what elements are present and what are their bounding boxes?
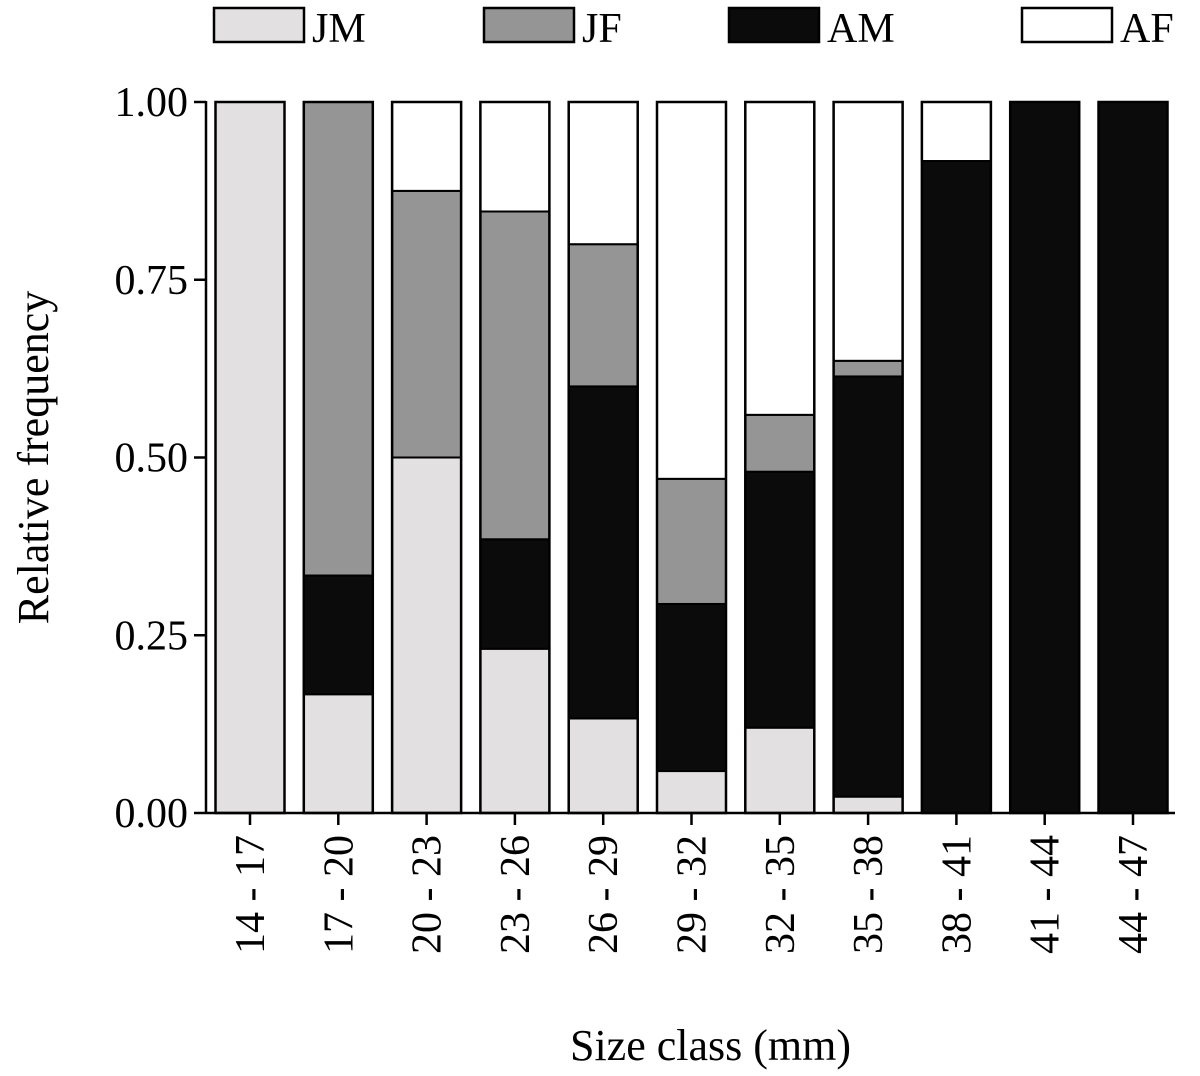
y-tick-label: 0.50 xyxy=(115,436,189,482)
bar-segment-jf xyxy=(567,243,639,388)
legend: JM JF AM AF xyxy=(212,6,1174,52)
bars xyxy=(214,100,1169,815)
x-tick-label: 32 - 35 xyxy=(758,835,804,954)
legend-swatch-am xyxy=(727,6,821,44)
x-tick-label: 20 - 23 xyxy=(405,835,451,954)
bar-segment-am xyxy=(1097,101,1169,814)
bar-segment-am xyxy=(302,574,374,696)
bar-segment-am xyxy=(567,385,639,720)
bar-segment-am xyxy=(744,470,816,729)
bar-segment-af xyxy=(567,101,639,246)
bar-segment-jm xyxy=(656,770,727,815)
bar-segment-jm xyxy=(479,647,551,814)
legend-label-af: AF xyxy=(1120,6,1174,52)
y-axis-title: Relative frequency xyxy=(9,291,58,625)
bar-segment-jf xyxy=(832,359,904,378)
bar-segment-af xyxy=(744,101,816,416)
bar-segment-jf xyxy=(479,210,551,541)
bar-segment-af xyxy=(479,101,551,213)
x-axis-title: Size class (mm) xyxy=(570,1021,851,1070)
x-tick-label: 29 - 32 xyxy=(670,835,716,954)
bar-segment-jm xyxy=(832,795,904,814)
y-tick-label: 0.00 xyxy=(115,791,189,837)
x-tick-label: 38 - 41 xyxy=(934,835,980,954)
x-tick-label: 14 - 17 xyxy=(228,835,274,954)
bar-segment-jm xyxy=(302,693,374,814)
bar-segment-am xyxy=(656,602,727,773)
bar-segment-jm xyxy=(567,717,639,815)
bar-segment-am xyxy=(920,160,992,814)
bar-segment-am xyxy=(832,375,904,798)
bar-segment-af xyxy=(920,101,992,163)
bar-segment-af xyxy=(391,101,463,192)
y-axis-ticks: 0.00 0.25 0.50 0.75 1.00 xyxy=(115,80,206,837)
x-tick-label: 23 - 26 xyxy=(493,835,539,954)
legend-swatch-jm xyxy=(212,6,306,44)
bar-segment-jf xyxy=(302,101,374,577)
bar-segment-jm xyxy=(391,456,463,814)
bar-segment-jm xyxy=(744,726,816,814)
legend-swatch-af xyxy=(1020,6,1114,44)
bar-segment-am xyxy=(479,538,551,650)
x-tick-label: 17 - 20 xyxy=(316,835,362,954)
bar-segment-am xyxy=(1009,101,1081,814)
y-tick-label: 0.75 xyxy=(115,258,189,304)
x-tick-label: 35 - 38 xyxy=(846,835,892,954)
legend-swatch-jf xyxy=(482,6,576,44)
bar-segment-jm xyxy=(214,101,286,814)
x-tick-label: 26 - 29 xyxy=(581,835,627,954)
legend-label-am: AM xyxy=(827,6,895,52)
x-axis-ticks: 14 - 17 17 - 20 20 - 23 23 - 26 26 - 29 29 - … xyxy=(228,813,1157,954)
legend-label-jf: JF xyxy=(582,6,622,52)
y-tick-label: 0.25 xyxy=(115,613,189,659)
y-tick-label: 1.00 xyxy=(115,80,189,126)
bar-segment-af xyxy=(832,101,904,362)
bar-segment-af xyxy=(656,101,727,480)
bar-segment-jf xyxy=(391,189,463,459)
x-tick-label: 41 - 44 xyxy=(1023,835,1069,954)
bar-segment-jf xyxy=(744,413,816,473)
bar-segment-jf xyxy=(656,477,727,605)
x-tick-label: 44 - 47 xyxy=(1111,835,1157,954)
legend-label-jm: JM xyxy=(312,6,366,52)
